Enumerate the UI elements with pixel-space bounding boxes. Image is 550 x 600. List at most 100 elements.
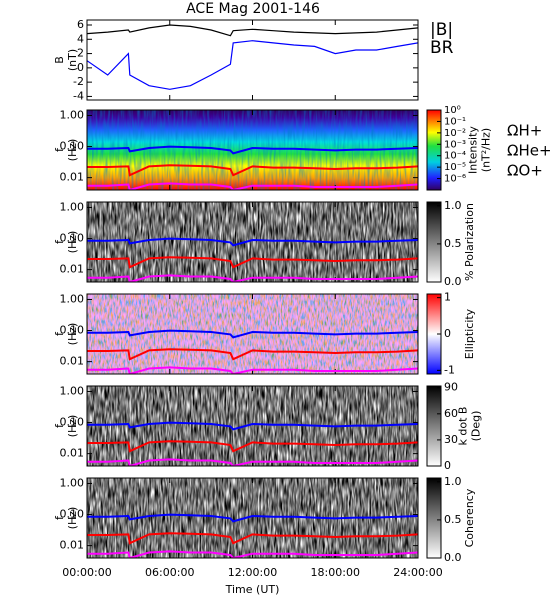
y-tick-label: 0.10 bbox=[60, 232, 85, 245]
x-tick-label: 24:00:00 bbox=[393, 566, 442, 579]
x-tick-label: 06:00:00 bbox=[145, 566, 194, 579]
plot-frame bbox=[86, 19, 419, 101]
colorbar-tick-label: 0 bbox=[444, 459, 451, 472]
series-line bbox=[87, 256, 418, 269]
y-tick-label: 1.00 bbox=[60, 384, 85, 397]
colorbar-label: Intensity bbox=[467, 126, 480, 174]
series-line bbox=[87, 182, 418, 190]
colorbar-label: (Deg) bbox=[470, 411, 483, 442]
y-axis-label: f bbox=[53, 239, 66, 244]
colorbar-tick-label: 10⁰ bbox=[444, 105, 461, 116]
y-axis-label: f bbox=[53, 423, 66, 428]
colorbar-tick-label: 1 bbox=[444, 291, 451, 304]
series-line bbox=[87, 40, 418, 90]
y-axis-label: (Hz) bbox=[66, 323, 79, 346]
series-group bbox=[87, 145, 418, 190]
series-group bbox=[87, 329, 418, 374]
y-tick-label: 0.01 bbox=[60, 263, 85, 276]
x-tick-label: 18:00:00 bbox=[311, 566, 360, 579]
series-line bbox=[87, 24, 418, 37]
legend-entry: ΩO+ bbox=[507, 162, 543, 180]
y-axis-label: (Hz) bbox=[66, 139, 79, 162]
colorbar-label: k dot B bbox=[457, 407, 470, 446]
x-tick-label: 00:00:00 bbox=[62, 566, 111, 579]
y-tick-label: 4 bbox=[77, 32, 84, 45]
x-tick-label: 12:00:00 bbox=[228, 566, 277, 579]
colorbar-tick-label: 10⁻³ bbox=[444, 139, 466, 150]
x-axis-label: Time (UT) bbox=[225, 583, 280, 596]
colorbar-tick-label: 0.5 bbox=[444, 237, 462, 250]
colorbar-tick-label: 10⁻¹ bbox=[444, 116, 466, 127]
series-line bbox=[87, 550, 418, 558]
y-axis-label: f bbox=[53, 515, 66, 520]
colorbar bbox=[426, 385, 442, 467]
legend-entry: ΩHe+ bbox=[507, 142, 550, 160]
y-tick-label: 0.10 bbox=[60, 140, 85, 153]
y-tick-label: 1.00 bbox=[60, 108, 85, 121]
colorbar-label: Coherency bbox=[463, 488, 476, 547]
series-line bbox=[87, 329, 418, 339]
colorbar-tick-label: 90 bbox=[444, 381, 458, 394]
colorbar-tick-label: 10⁻⁴ bbox=[444, 151, 466, 162]
series-group bbox=[87, 513, 418, 558]
colorbar-tick-label: 1.0 bbox=[444, 199, 462, 212]
y-tick-label: -2 bbox=[73, 75, 84, 88]
plot-frame bbox=[86, 293, 419, 375]
y-tick-label: 0.10 bbox=[60, 508, 85, 521]
colorbar-tick-label: 1.0 bbox=[444, 475, 462, 488]
series-line bbox=[87, 513, 418, 523]
plot-frame bbox=[86, 109, 419, 191]
colorbar-tick-label: 0.0 bbox=[444, 551, 462, 564]
y-axis-label: f bbox=[53, 147, 66, 152]
series-line bbox=[87, 366, 418, 374]
title: ACE Mag 2001-146 bbox=[186, 1, 320, 17]
series-line bbox=[87, 164, 418, 177]
colorbar-tick-label: 0 bbox=[444, 327, 451, 340]
series-line bbox=[87, 348, 418, 361]
colorbar-label: (nT²/Hz) bbox=[480, 128, 493, 172]
y-axis-label: (Hz) bbox=[66, 231, 79, 254]
colorbar-label: Ellipticity bbox=[463, 308, 476, 359]
series-line bbox=[87, 274, 418, 282]
colorbar-tick-label: 30 bbox=[444, 433, 458, 446]
y-tick-label: 0.10 bbox=[60, 324, 85, 337]
plot-frame bbox=[86, 477, 419, 559]
series-line bbox=[87, 421, 418, 431]
colorbar-tick-label: 10⁻⁵ bbox=[444, 162, 466, 173]
plot-frame bbox=[86, 201, 419, 283]
colorbar-label: % Polarization bbox=[463, 203, 476, 281]
series-line bbox=[87, 237, 418, 247]
legend-entry: ΩH+ bbox=[507, 122, 542, 140]
colorbar bbox=[426, 477, 442, 559]
colorbar-tick-label: 0.0 bbox=[444, 275, 462, 288]
colorbar-tick-label: 60 bbox=[444, 407, 458, 420]
y-axis-label: (Hz) bbox=[66, 507, 79, 530]
series-line bbox=[87, 145, 418, 155]
series-line bbox=[87, 532, 418, 545]
series-group bbox=[87, 24, 418, 90]
colorbar-tick-label: 0.5 bbox=[444, 513, 462, 526]
y-tick-label: 1.00 bbox=[60, 476, 85, 489]
y-tick-label: 1.00 bbox=[60, 200, 85, 213]
colorbar-tick-label: 10⁻⁶ bbox=[444, 174, 466, 185]
y-axis-label: f bbox=[53, 331, 66, 336]
colorbar-tick-label: -1 bbox=[444, 363, 455, 376]
y-axis-label: (nT) bbox=[66, 49, 79, 71]
y-tick-label: 0.01 bbox=[60, 447, 85, 460]
y-tick-label: 6 bbox=[77, 18, 84, 31]
colorbar bbox=[426, 109, 442, 191]
y-tick-label: 2 bbox=[77, 47, 84, 60]
y-axis-label: B bbox=[53, 56, 66, 64]
y-tick-label: 0 bbox=[77, 61, 84, 74]
legend-entry: BR bbox=[430, 38, 454, 58]
y-tick-label: 0.01 bbox=[60, 355, 85, 368]
y-tick-label: 0.10 bbox=[60, 416, 85, 429]
y-axis-label: (Hz) bbox=[66, 415, 79, 438]
series-group bbox=[87, 237, 418, 282]
series-line bbox=[87, 458, 418, 466]
series-line bbox=[87, 440, 418, 453]
y-tick-label: 1.00 bbox=[60, 292, 85, 305]
y-tick-label: 0.01 bbox=[60, 171, 85, 184]
plot-frame bbox=[86, 385, 419, 467]
